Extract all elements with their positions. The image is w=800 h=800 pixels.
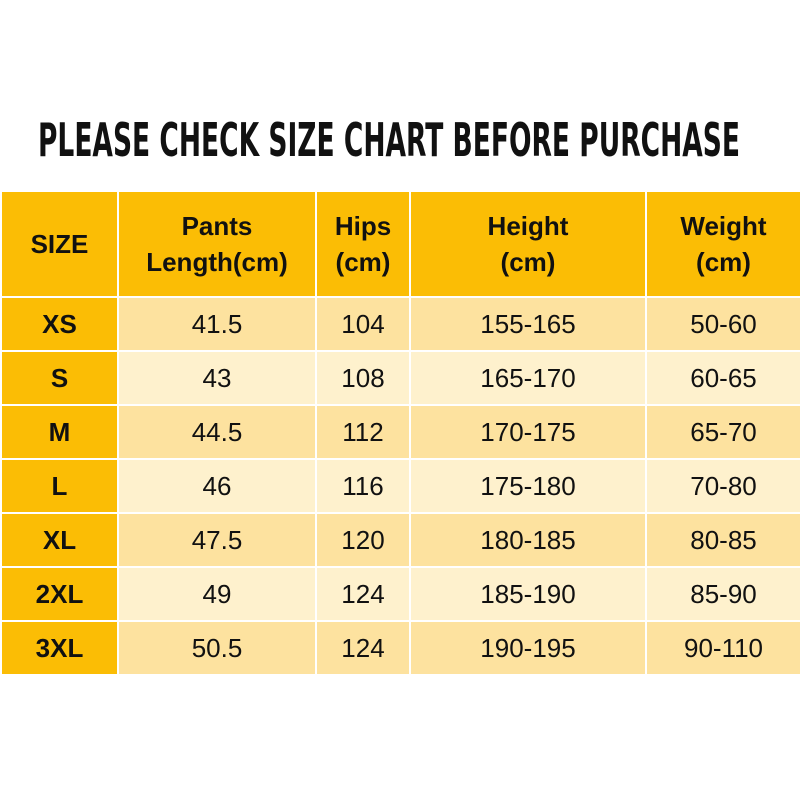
data-cell: 124 [315,566,411,622]
table-row: L 46 116 175-180 70-80 [0,458,800,514]
data-cell: 170-175 [409,404,647,460]
header-cell: SIZE [0,190,119,298]
data-cell: 155-165 [409,296,647,352]
size-cell: XS [0,296,119,352]
data-cell: 47.5 [117,512,317,568]
header-cell: Hips (cm) [315,190,411,298]
data-cell: 120 [315,512,411,568]
title: PLEASE CHECK SIZE CHART BEFORE PURCHASE [38,113,740,167]
data-cell: 104 [315,296,411,352]
table-row: XL 47.5 120 180-185 80-85 [0,512,800,568]
header-cell: Pants Length(cm) [117,190,317,298]
data-cell: 50.5 [117,620,317,676]
size-table: SIZE Pants Length(cm) Hips (cm) Height (cm)… [0,190,800,676]
header-cell: Weight (cm) [645,190,800,298]
data-cell: 80-85 [645,512,800,568]
header-row: SIZE Pants Length(cm) Hips (cm) Height (cm)… [0,190,800,298]
data-cell: 41.5 [117,296,317,352]
data-cell: 70-80 [645,458,800,514]
table-row: 3XL 50.5 124 190-195 90-110 [0,620,800,676]
size-cell: L [0,458,119,514]
data-cell: 175-180 [409,458,647,514]
data-cell: 185-190 [409,566,647,622]
title-area: PLEASE CHECK SIZE CHART BEFORE PURCHASE [38,113,740,167]
table-row: S 43 108 165-170 60-65 [0,350,800,406]
table-row: 2XL 49 124 185-190 85-90 [0,566,800,622]
table-row: M 44.5 112 170-175 65-70 [0,404,800,460]
data-cell: 108 [315,350,411,406]
data-cell: 43 [117,350,317,406]
table-row: XS 41.5 104 155-165 50-60 [0,296,800,352]
data-cell: 190-195 [409,620,647,676]
header-cell: Height (cm) [409,190,647,298]
data-cell: 60-65 [645,350,800,406]
size-cell: 3XL [0,620,119,676]
data-cell: 90-110 [645,620,800,676]
data-cell: 124 [315,620,411,676]
data-cell: 44.5 [117,404,317,460]
table-body: XS 41.5 104 155-165 50-60 S 43 108 165-170 60-65 M… [0,296,800,676]
size-cell: 2XL [0,566,119,622]
size-cell: M [0,404,119,460]
data-cell: 65-70 [645,404,800,460]
data-cell: 112 [315,404,411,460]
data-cell: 116 [315,458,411,514]
size-cell: S [0,350,119,406]
size-cell: XL [0,512,119,568]
data-cell: 180-185 [409,512,647,568]
data-cell: 165-170 [409,350,647,406]
data-cell: 49 [117,566,317,622]
data-cell: 50-60 [645,296,800,352]
data-cell: 85-90 [645,566,800,622]
data-cell: 46 [117,458,317,514]
